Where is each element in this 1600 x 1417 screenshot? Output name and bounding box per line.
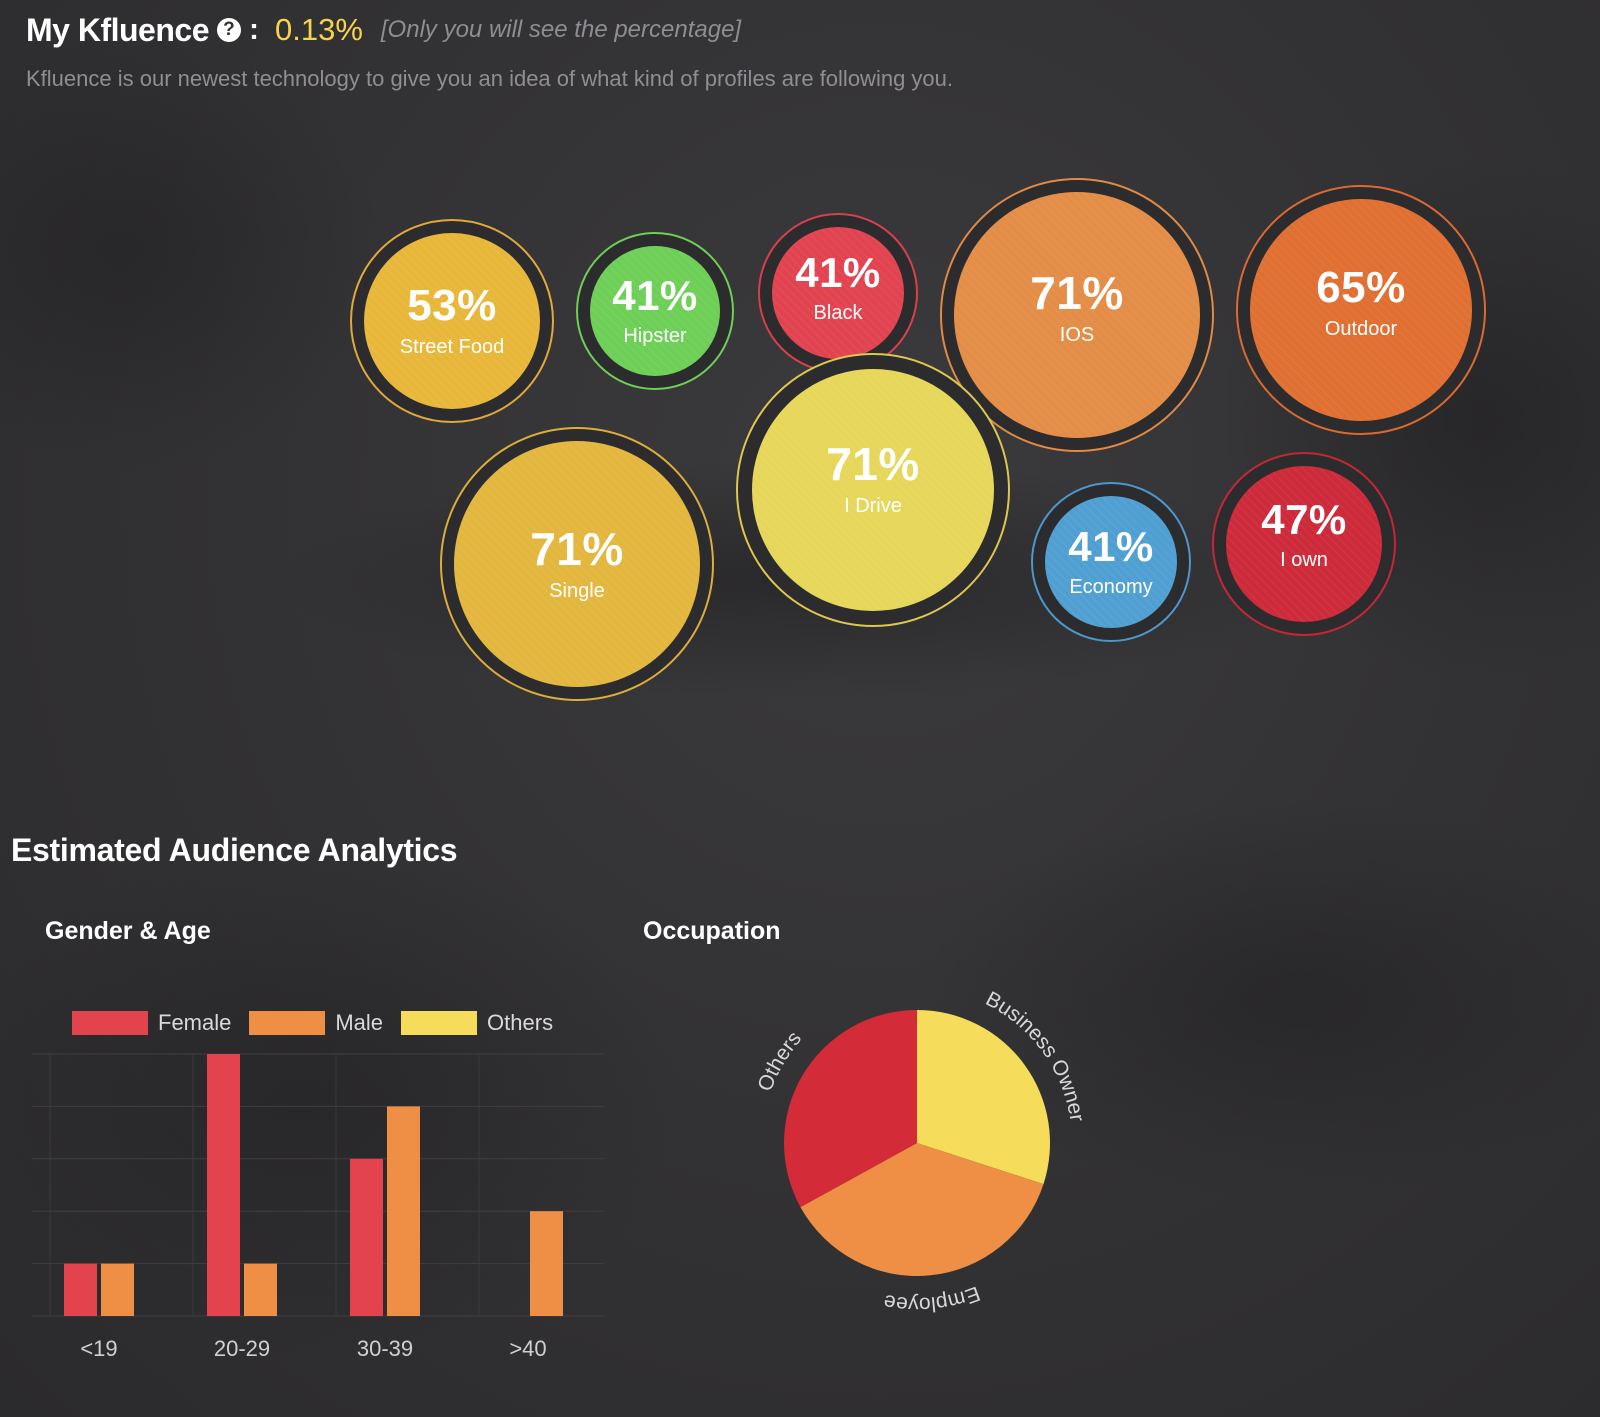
legend-item-male[interactable]: Male bbox=[249, 1010, 383, 1036]
pie-slice-others[interactable] bbox=[784, 1010, 917, 1208]
help-icon[interactable]: ? bbox=[216, 18, 241, 42]
pie-label: Employee bbox=[882, 1281, 983, 1316]
title-colon: : bbox=[248, 13, 259, 46]
legend-label: Male bbox=[335, 1010, 384, 1035]
x-tick-label: >40 bbox=[509, 1336, 546, 1361]
legend-swatch bbox=[72, 1011, 148, 1035]
bar-male-3[interactable] bbox=[530, 1211, 563, 1316]
occupation-title: Occupation bbox=[643, 917, 781, 945]
legend-item-female[interactable]: Female bbox=[72, 1010, 231, 1036]
bubble-percentage: 41% bbox=[1068, 522, 1154, 570]
x-tick-label: 30-39 bbox=[357, 1336, 413, 1361]
bubble-economy[interactable]: 41% Economy bbox=[1045, 496, 1177, 628]
bubble-percentage: 41% bbox=[612, 271, 698, 319]
bubble-label: IOS bbox=[1059, 323, 1095, 346]
bubble-label: I own bbox=[1280, 548, 1328, 571]
bar-female-0[interactable] bbox=[64, 1263, 97, 1316]
page-title: My Kfluence bbox=[26, 11, 209, 48]
legend-swatch bbox=[249, 1011, 326, 1035]
bubble-label: Street Food bbox=[399, 335, 505, 358]
bubble-percentage: 41% bbox=[795, 248, 881, 296]
bar-female-2[interactable] bbox=[350, 1158, 383, 1316]
section-title-audience-analytics: Estimated Audience Analytics bbox=[11, 832, 458, 868]
bubble-black[interactable]: 41% Black bbox=[772, 227, 904, 359]
bubble-street-food[interactable]: 53% Street Food bbox=[364, 233, 540, 409]
bubble-percentage: 71% bbox=[826, 437, 920, 490]
x-tick-label: <19 bbox=[80, 1336, 117, 1361]
gender-age-legend: Female Male Others bbox=[72, 1010, 571, 1036]
kfluence-score: 0.13% bbox=[274, 12, 363, 47]
bubble-percentage: 65% bbox=[1316, 262, 1406, 312]
gender-age-title: Gender & Age bbox=[45, 917, 211, 945]
bubble-percentage: 47% bbox=[1261, 495, 1347, 543]
bubble-label: Black bbox=[813, 301, 863, 324]
bubble-hipster[interactable]: 41% Hipster bbox=[590, 246, 720, 376]
bubble-outdoor[interactable]: 65% Outdoor bbox=[1250, 199, 1472, 421]
gender-age-bar-chart: <19 20-29 30-39 >40 bbox=[32, 1053, 604, 1361]
bar-female-1[interactable] bbox=[207, 1054, 240, 1316]
bubble-single[interactable]: 71% Single bbox=[454, 441, 700, 687]
bubble-percentage: 71% bbox=[530, 522, 624, 575]
bar-male-0[interactable] bbox=[101, 1263, 134, 1316]
bubble-i-own[interactable]: 47% I own bbox=[1226, 466, 1382, 622]
x-tick-label: 20-29 bbox=[214, 1336, 270, 1361]
page-subtitle: Kfluence is our newest technology to giv… bbox=[26, 66, 953, 91]
legend-label: Others bbox=[487, 1010, 554, 1035]
bubble-label: Outdoor bbox=[1324, 317, 1398, 340]
pie-slice-business-owner[interactable] bbox=[917, 1010, 1050, 1185]
bubble-label: Economy bbox=[1069, 575, 1153, 598]
legend-item-others[interactable]: Others bbox=[401, 1010, 553, 1036]
legend-swatch bbox=[401, 1011, 478, 1035]
bar-male-2[interactable] bbox=[387, 1106, 420, 1316]
bubble-label: Hipster bbox=[623, 324, 687, 347]
pie-slice-employee[interactable] bbox=[800, 1143, 1044, 1276]
bar-male-1[interactable] bbox=[244, 1263, 277, 1316]
bubble-label: Single bbox=[549, 579, 605, 602]
score-privacy-note: [Only you will see the percentage] bbox=[380, 16, 742, 43]
bubble-percentage: 53% bbox=[407, 280, 497, 330]
bubble-label: I Drive bbox=[844, 494, 902, 517]
bubble-i-drive[interactable]: 71% I Drive bbox=[752, 369, 994, 611]
legend-label: Female bbox=[158, 1010, 232, 1035]
bubble-ios[interactable]: 71% IOS bbox=[954, 192, 1200, 438]
interest-bubbles: 53% Street Food 41% Hipster 41% Black 71… bbox=[350, 178, 1486, 701]
kfluence-header: My Kfluence ? : 0.13% [Only you will see… bbox=[26, 10, 953, 92]
bubble-percentage: 71% bbox=[1030, 266, 1124, 319]
